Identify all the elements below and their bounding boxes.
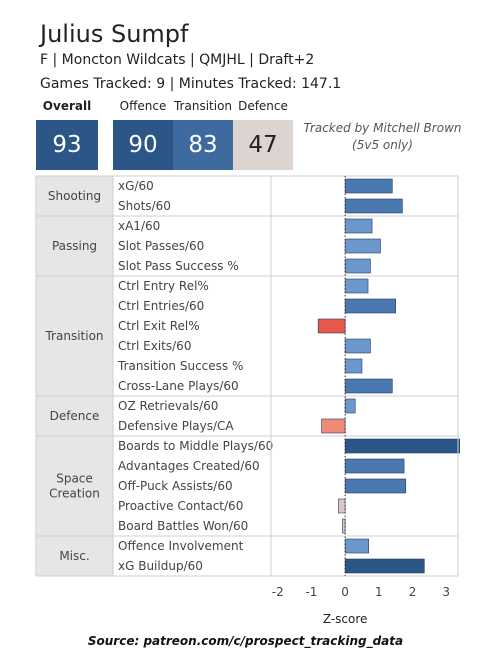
transition-score: 83 [173,120,233,170]
x-tick-label: 0 [341,585,349,599]
bar [344,178,393,194]
x-tick-label: 3 [442,585,450,599]
bar [344,538,370,554]
bar [338,498,346,514]
overall-score: 93 [36,120,98,170]
bar [344,218,373,234]
metric-label: Advantages Created/60 [118,459,260,473]
x-tick-label: -1 [305,585,317,599]
category-label: Misc. [59,549,89,563]
metric-label: Ctrl Entries/60 [118,299,204,313]
metric-label: Slot Pass Success % [118,259,239,273]
tracked-by-line: Tracked by Mitchell Brown [303,121,462,135]
category-label: Defence [50,409,100,423]
metric-label: xG/60 [118,179,154,193]
metric-label: Ctrl Exit Rel% [118,319,200,333]
overall-label: Overall [42,99,92,113]
category-label: Shooting [48,189,101,203]
category-label: Passing [52,239,97,253]
bar [344,278,369,294]
tracked-by-note: Tracked by Mitchell Brown (5v5 only) [300,120,465,154]
metric-label: Slot Passes/60 [118,239,204,253]
category-cell [36,216,113,276]
transition-label: Transition [173,99,233,113]
bar [321,418,346,434]
category-cell [36,176,113,216]
category-cell [36,276,113,396]
bar [344,438,460,454]
player-name: Julius Sumpf [40,20,189,48]
bar [344,458,405,474]
defence-label: Defence [238,99,288,113]
bar [344,378,393,394]
category-cell [36,436,113,536]
x-tick-label: 2 [409,585,417,599]
offence-label: Offence [119,99,167,113]
tracked-by-scope: (5v5 only) [352,138,413,152]
defence-score: 47 [233,120,293,170]
metric-label: Defensive Plays/CA [118,419,234,433]
metric-label: Board Battles Won/60 [118,519,248,533]
tracking-info: Games Tracked: 9 | Minutes Tracked: 147.… [40,76,342,92]
metric-label: xG Buildup/60 [118,559,203,573]
player-info: F | Moncton Wildcats | QMJHL | Draft+2 [40,52,315,68]
bar [344,558,425,574]
metric-label: xA1/60 [118,219,160,233]
metric-label: Off-Puck Assists/60 [118,479,233,493]
x-axis-label: Z-score [323,612,368,626]
category-label: Space [56,472,93,486]
bar [344,298,396,314]
metric-label: Boards to Middle Plays/60 [118,439,273,453]
category-label: Creation [49,487,100,501]
category-label: Transition [44,329,103,343]
bar [344,478,407,494]
bar [344,338,371,354]
metric-label: Offence Involvement [118,539,244,553]
metric-label: OZ Retrievals/60 [118,399,218,413]
bar [344,198,403,214]
x-tick-label: 1 [375,585,383,599]
zscore-bar-chart: Shooting xG/60 Shots/60 Passing xA1/60 Slot P… [35,175,460,626]
metric-label: Cross-Lane Plays/60 [118,379,239,393]
offence-score: 90 [113,120,173,170]
metric-label: Transition Success % [117,359,243,373]
x-tick-label: -2 [272,585,284,599]
bar [344,238,381,254]
metric-label: Ctrl Entry Rel% [118,279,209,293]
metric-label: Ctrl Exits/60 [118,339,191,353]
bar [344,358,363,374]
bar [317,318,346,334]
category-cell [36,396,113,436]
metric-label: Shots/60 [118,199,171,213]
bar [344,398,356,414]
category-cell [36,536,113,576]
source-note: Source: patreon.com/c/prospect_tracking_… [87,634,404,648]
metric-label: Proactive Contact/60 [118,499,243,513]
bar [344,258,371,274]
